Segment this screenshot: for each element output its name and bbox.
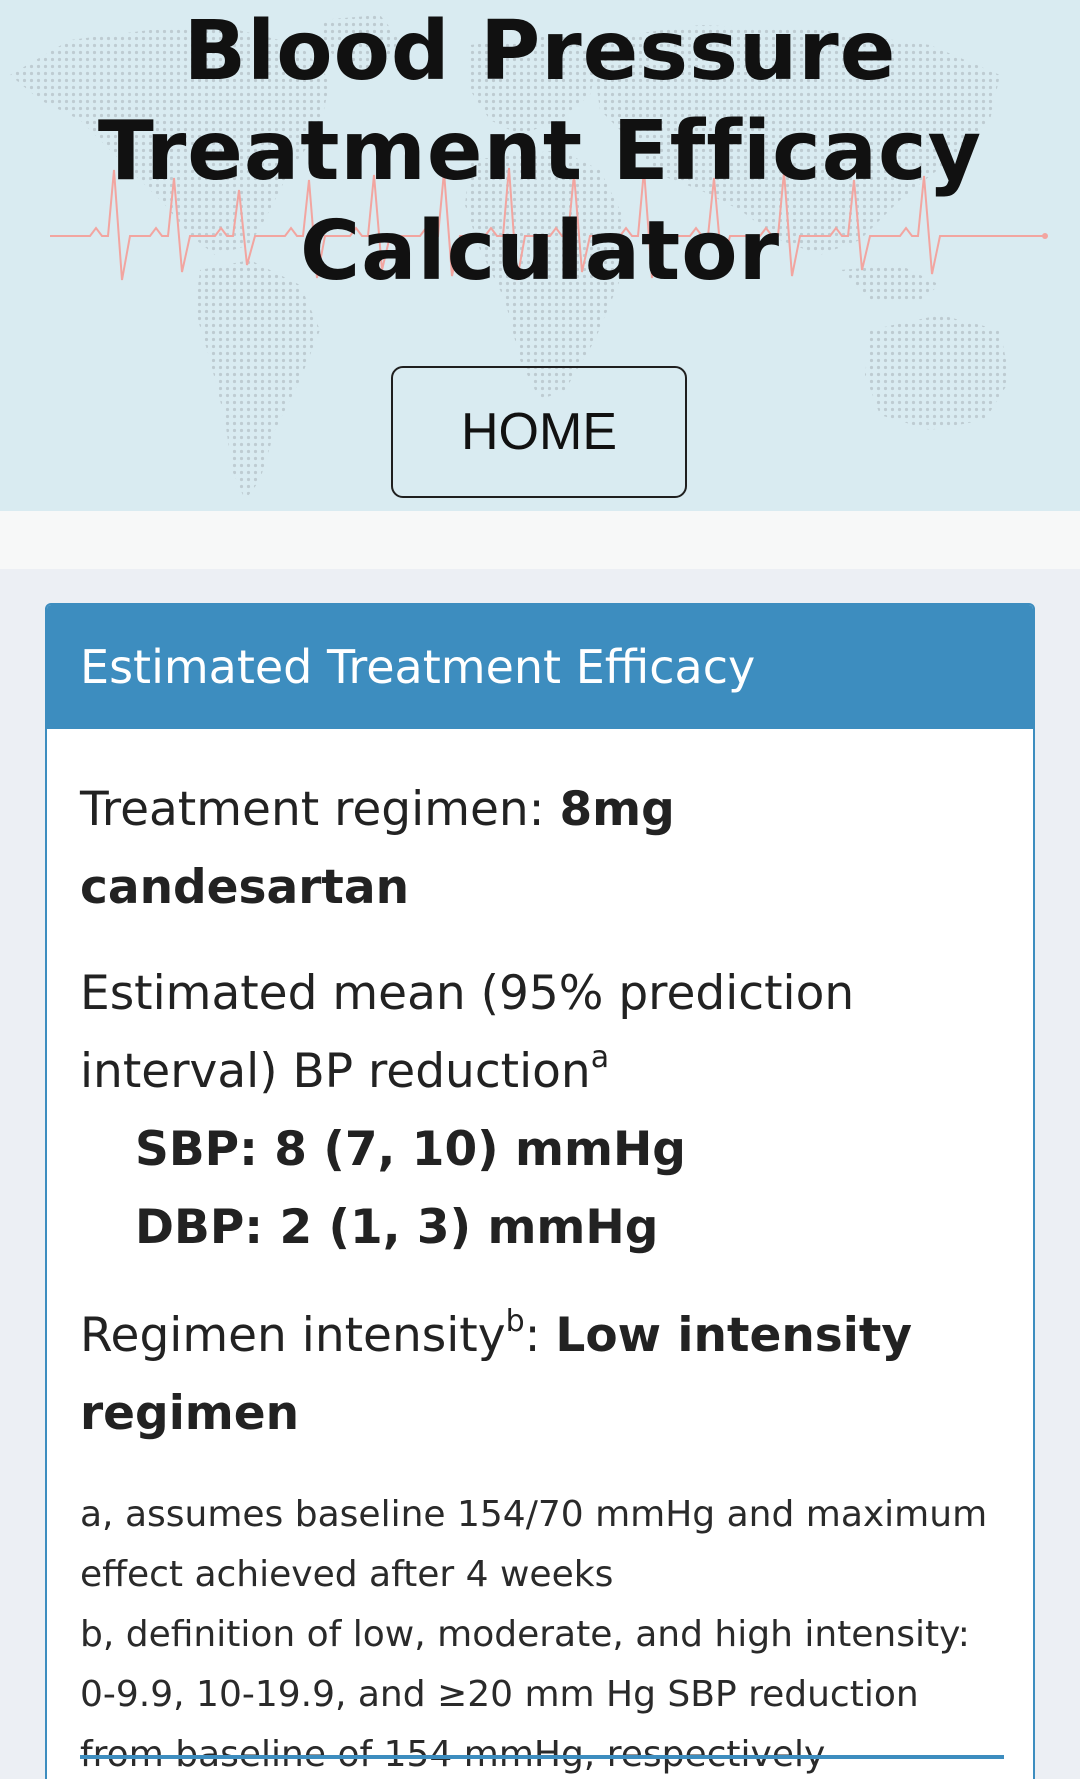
treatment-regimen: Treatment regimen: 8mg candesartan (80, 771, 1000, 927)
estimate-label: Estimated mean (95% prediction interval)… (80, 966, 855, 1099)
title-line-2: Treatment Efficacy (97, 104, 983, 199)
header-divider-band (0, 511, 1080, 569)
header-banner: Blood Pressure Treatment Efficacy Calcul… (0, 0, 1080, 511)
intensity-label: Regimen intensity (80, 1308, 506, 1363)
regimen-intensity: Regimen intensityb: Low intensity regime… (80, 1297, 1000, 1453)
bp-reduction-label: Estimated mean (95% prediction interval)… (80, 955, 1000, 1111)
home-button[interactable]: HOME (391, 366, 687, 498)
regimen-label: Treatment regimen: (80, 782, 560, 837)
regimen-value: 8mg candesartan (80, 782, 675, 915)
intensity-value: Low intensity regimen (80, 1308, 912, 1441)
footnote-a: a, assumes baseline 154/70 mmHg and maxi… (80, 1494, 988, 1595)
footnote-marker-b: b (505, 1304, 525, 1339)
ecg-line-decoration (50, 167, 1048, 281)
title-line-3: Calculator (299, 204, 781, 299)
intensity-colon: : (524, 1308, 556, 1363)
page-title: Blood Pressure Treatment Efficacy Calcul… (0, 2, 1080, 302)
title-line-1: Blood Pressure (183, 4, 897, 99)
footnotes: a, assumes baseline 154/70 mmHg and maxi… (80, 1485, 1000, 1779)
efficacy-card: Estimated Treatment Efficacy Treatment r… (45, 603, 1035, 1779)
footnote-b: b, definition of low, moderate, and high… (80, 1614, 970, 1775)
footnote-marker-a: a (590, 1040, 610, 1075)
card-heading: Estimated Treatment Efficacy (47, 605, 1033, 729)
section-divider (80, 1755, 1004, 1759)
dbp-value: DBP: 2 (1, 3) mmHg (135, 1200, 659, 1255)
card-body: Treatment regimen: 8mg candesartan Estim… (47, 729, 1033, 1779)
sbp-value: SBP: 8 (7, 10) mmHg (135, 1122, 686, 1177)
